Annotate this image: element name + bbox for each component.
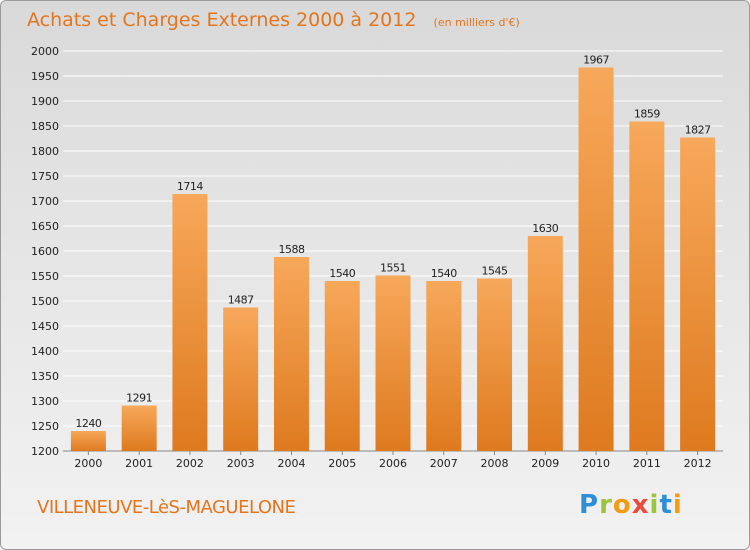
chart-subtitle: (en milliers d'€): [433, 16, 520, 29]
y-tick-label: 1350: [31, 370, 59, 383]
bar: [273, 257, 309, 451]
bar-value-label: 1859: [634, 108, 660, 121]
x-tick-label: 2005: [328, 457, 356, 470]
logo-letter: r: [599, 490, 613, 520]
y-tick-label: 1650: [31, 220, 59, 233]
x-tick-label: 2007: [430, 457, 458, 470]
city-label: VILLENEUVE-LèS-MAGUELONE: [37, 497, 296, 518]
x-tick-label: 2008: [481, 457, 509, 470]
bars: 1240 1291 1714 1487 1588 1540 1551 1540 1545 1630…: [70, 54, 716, 451]
bar: [172, 194, 208, 451]
y-tick-label: 1950: [31, 70, 59, 83]
logo-letter: i: [649, 490, 660, 520]
proxiti-logo: Proxiti: [579, 490, 683, 520]
bar: [121, 405, 157, 451]
bar-value-label: 1540: [329, 267, 355, 280]
x-tick-label: 2011: [633, 457, 661, 470]
logo-letter: x: [631, 490, 650, 520]
bar: [324, 281, 360, 451]
bar-value-label: 1967: [583, 54, 609, 67]
x-tick-label: 2009: [531, 457, 559, 470]
bar: [477, 278, 513, 451]
y-tick-label: 1250: [31, 420, 59, 433]
x-tick-label: 2002: [176, 457, 204, 470]
y-tick-label: 1450: [31, 320, 59, 333]
x-tick-label: 2001: [125, 457, 153, 470]
bar: [223, 307, 259, 451]
bar-value-label: 1291: [126, 392, 152, 405]
y-tick-label: 1300: [31, 395, 59, 408]
bar-value-label: 1714: [177, 180, 203, 193]
x-tick-label: 2004: [277, 457, 305, 470]
y-tick-label: 1800: [31, 145, 59, 158]
y-tick-label: 1550: [31, 270, 59, 283]
x-tick-label: 2012: [684, 457, 712, 470]
bar-value-label: 1588: [278, 243, 304, 256]
bar-value-label: 1487: [228, 294, 254, 307]
bar-value-label: 1545: [482, 265, 508, 278]
bar: [527, 236, 563, 451]
y-tick-label: 1700: [31, 195, 59, 208]
bar: [629, 121, 665, 451]
logo-letter: t: [659, 490, 673, 520]
logo-letter: i: [672, 490, 683, 520]
bar-value-label: 1551: [380, 262, 406, 275]
x-axis: 2000 2001 2002 2003 2004 2005 2006 2007 2008 2009…: [74, 451, 712, 470]
x-tick-label: 2010: [582, 457, 610, 470]
y-tick-label: 1600: [31, 245, 59, 258]
bar-value-label: 1827: [685, 124, 711, 137]
y-tick-label: 1750: [31, 170, 59, 183]
bar: [70, 431, 106, 451]
x-tick-label: 2006: [379, 457, 407, 470]
bar: [375, 275, 411, 451]
x-tick-label: 2000: [74, 457, 102, 470]
bar: [578, 67, 614, 451]
y-tick-label: 2000: [31, 45, 59, 58]
y-tick-label: 1200: [31, 445, 59, 458]
logo-letter: o: [612, 490, 632, 520]
bar: [426, 281, 462, 451]
x-tick-label: 2003: [227, 457, 255, 470]
y-tick-label: 1850: [31, 120, 59, 133]
title-row: Achats et Charges Externes 2000 à 2012 (…: [27, 9, 520, 31]
bar-value-label: 1540: [431, 267, 457, 280]
y-tick-label: 1900: [31, 95, 59, 108]
y-tick-label: 1500: [31, 295, 59, 308]
bar: [680, 137, 716, 451]
y-tick-label: 1400: [31, 345, 59, 358]
y-axis: 1200 1250 1300 1350 1400 1450 1500 1550 1600 1650…: [31, 45, 59, 458]
bar-value-label: 1630: [532, 222, 558, 235]
chart-title: Achats et Charges Externes 2000 à 2012: [27, 9, 417, 31]
bar-value-label: 1240: [75, 417, 101, 430]
logo-letter: P: [579, 490, 600, 520]
